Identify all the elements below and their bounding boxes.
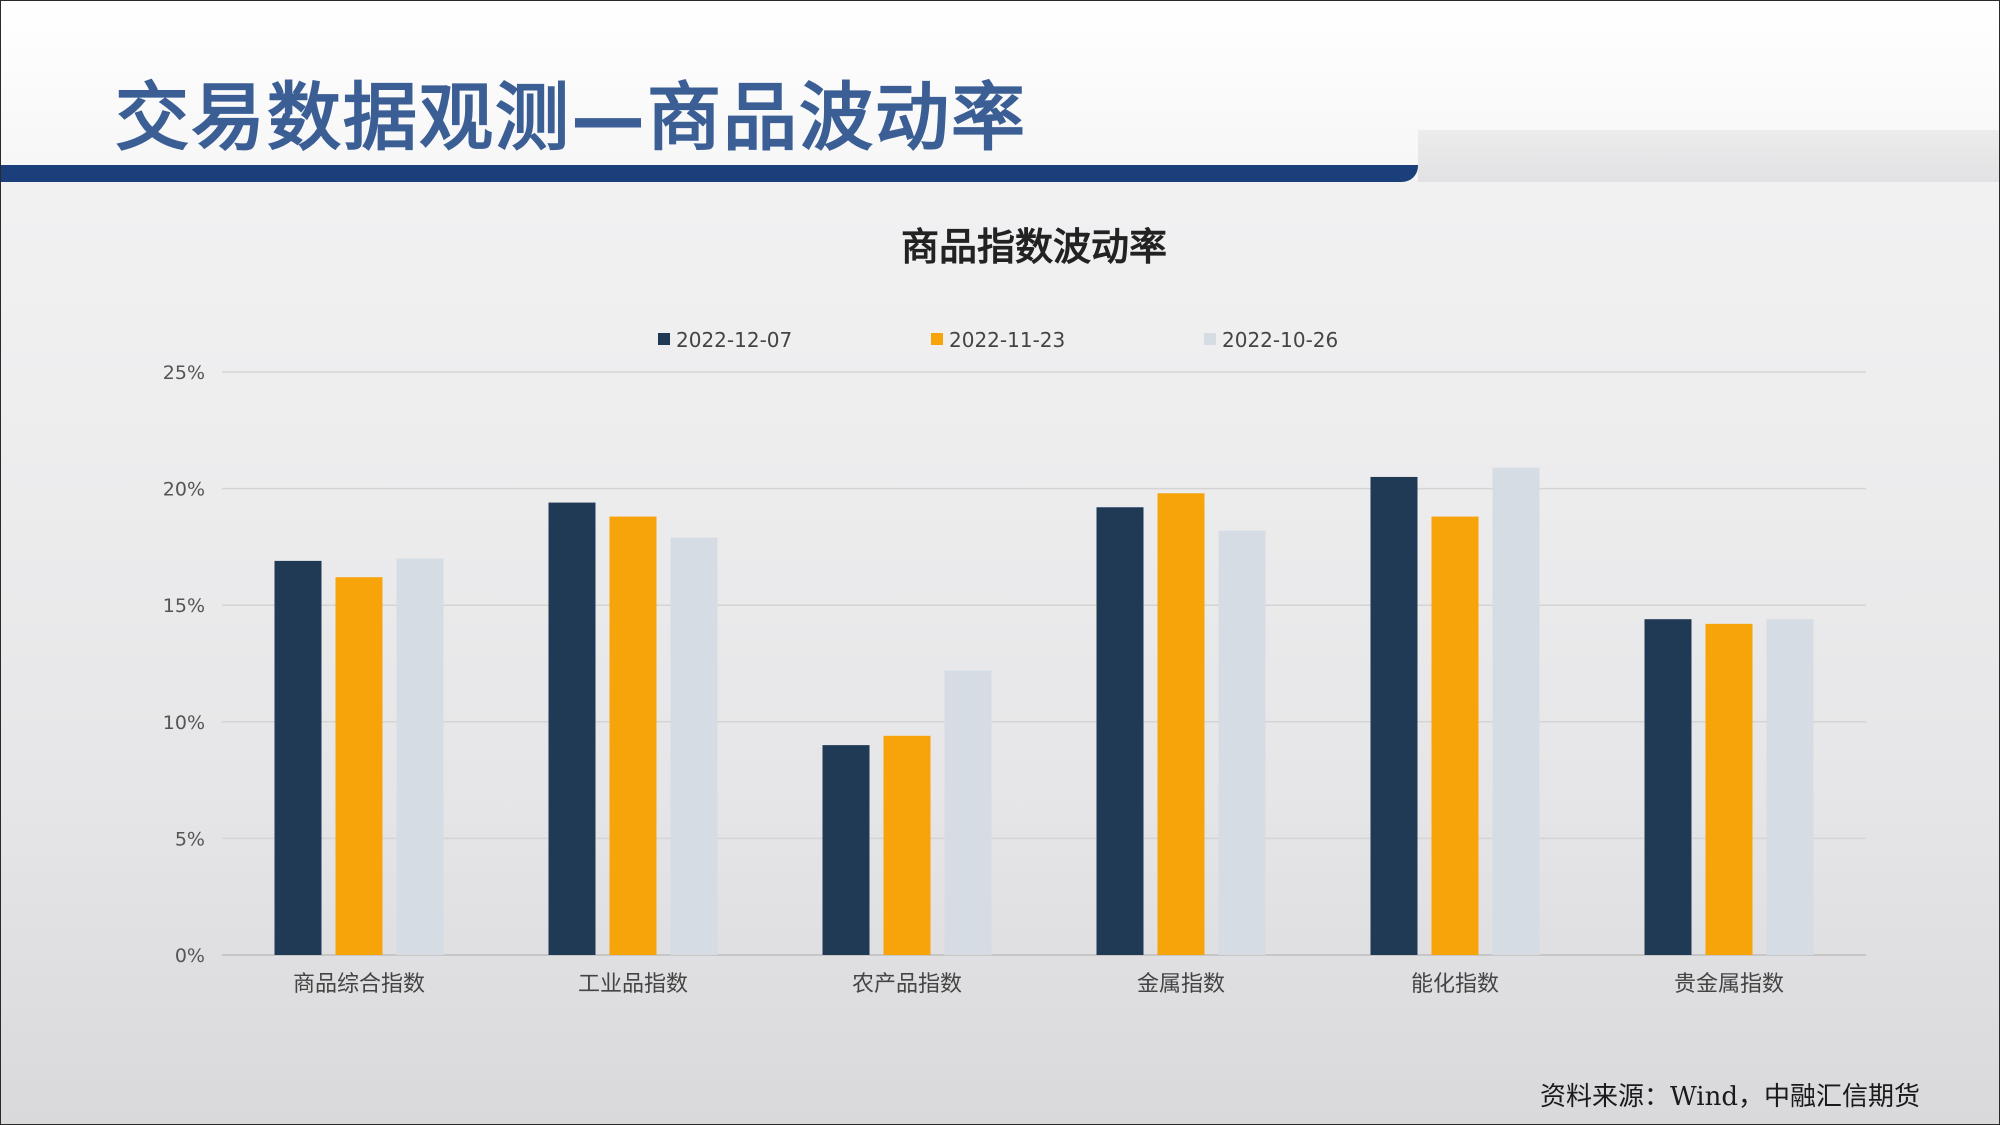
chart-bars: [274, 467, 1814, 955]
bar-2022-10-26-商品综合指数: [396, 558, 444, 955]
chart-title: 商品指数波动率: [901, 225, 1167, 269]
bar-2022-11-23-商品综合指数: [335, 577, 383, 955]
x-tick-label: 工业品指数: [578, 972, 688, 997]
page-title: 交易数据观测—商品波动率: [115, 75, 1027, 161]
bar-2022-12-07-工业品指数: [548, 502, 596, 955]
bar-2022-12-07-能化指数: [1370, 476, 1418, 955]
legend-swatch: [658, 333, 670, 345]
bar-2022-10-26-金属指数: [1218, 530, 1266, 955]
bar-2022-11-23-金属指数: [1157, 493, 1205, 955]
y-axis: 0% 5% 10% 15% 20% 25%: [163, 362, 205, 967]
x-tick-label: 金属指数: [1137, 972, 1225, 997]
legend-label: 2022-11-23: [949, 328, 1065, 352]
x-tick-label: 贵金属指数: [1674, 972, 1784, 997]
y-tick-label: 10%: [163, 712, 205, 734]
bar-2022-10-26-工业品指数: [670, 537, 718, 955]
bar-2022-10-26-能化指数: [1492, 467, 1540, 955]
legend-swatch: [1204, 333, 1216, 345]
x-axis: 商品综合指数 工业品指数 农产品指数 金属指数 能化指数 贵金属指数: [293, 972, 1784, 997]
chart-legend: 2022-12-07 2022-11-23 2022-10-26: [658, 328, 1338, 352]
bar-2022-12-07-农产品指数: [822, 745, 870, 955]
bar-2022-12-07-金属指数: [1096, 507, 1144, 955]
bar-2022-11-23-能化指数: [1431, 516, 1479, 955]
header-shade: [1418, 130, 2000, 182]
bar-2022-10-26-贵金属指数: [1766, 619, 1814, 955]
legend-label: 2022-10-26: [1222, 328, 1338, 352]
bar-2022-10-26-农产品指数: [944, 670, 992, 955]
bar-2022-11-23-工业品指数: [609, 516, 657, 955]
chart-grid: [222, 371, 1866, 956]
legend-swatch: [931, 333, 943, 345]
x-tick-label: 商品综合指数: [293, 972, 425, 997]
y-tick-label: 0%: [175, 945, 205, 967]
legend-label: 2022-12-07: [676, 328, 792, 352]
y-tick-label: 20%: [163, 479, 205, 501]
bar-2022-12-07-商品综合指数: [274, 560, 322, 955]
x-tick-label: 农产品指数: [852, 972, 962, 997]
y-tick-label: 25%: [163, 362, 205, 384]
bar-2022-12-07-贵金属指数: [1644, 619, 1692, 955]
bar-2022-11-23-贵金属指数: [1705, 623, 1753, 955]
bar-2022-11-23-农产品指数: [883, 735, 931, 955]
y-tick-label: 5%: [175, 828, 205, 850]
x-tick-label: 能化指数: [1411, 972, 1499, 997]
source-note: 资料来源：Wind，中融汇信期货: [1540, 1082, 1920, 1112]
header-rule: [0, 165, 1418, 182]
y-tick-label: 15%: [163, 595, 205, 617]
